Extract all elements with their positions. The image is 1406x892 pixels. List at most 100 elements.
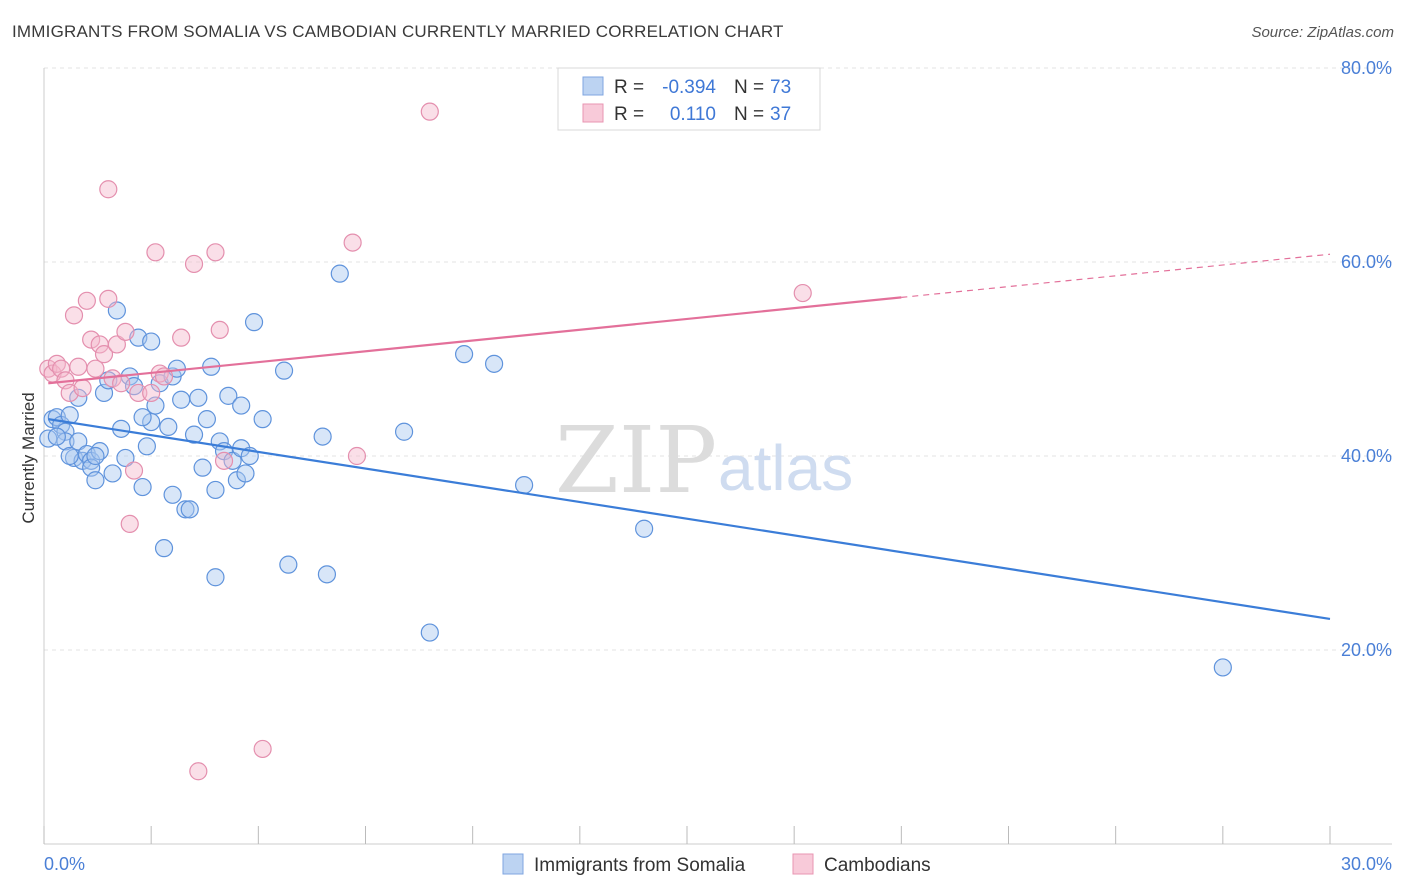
data-point-somalia [86, 446, 105, 466]
watermark-zip: ZIP [555, 407, 717, 514]
data-point-cambodian [107, 335, 126, 354]
bottom-legend-swatch-blue [502, 853, 524, 875]
chart-title: IMMIGRANTS FROM SOMALIA VS CAMBODIAN CUR… [12, 22, 784, 41]
data-point-somalia [60, 446, 79, 466]
data-point-cambodian [189, 762, 208, 781]
data-point-somalia [193, 458, 212, 477]
data-point-somalia [69, 388, 88, 407]
data-point-cambodian [793, 283, 812, 303]
bottom-legend-swatch-pink [792, 853, 814, 875]
data-point-somalia [454, 345, 474, 364]
trend-line-cambodian-extension [901, 253, 1331, 298]
data-point-cambodian [214, 451, 234, 470]
data-point-cambodian [172, 328, 191, 347]
bottom-legend-label-somalia: Immigrants from Somalia [534, 855, 746, 876]
data-point-cambodian [94, 345, 114, 364]
data-point-cambodian [420, 102, 439, 121]
y-tick-label: 20.0% [1341, 640, 1392, 660]
stats-legend-r-value: 0.110 [670, 104, 716, 125]
y-axis-label: Currently Married [19, 392, 38, 523]
data-point-cambodian [210, 320, 229, 339]
data-point-somalia [176, 500, 195, 519]
data-point-somalia [180, 500, 199, 519]
data-point-somalia [206, 568, 225, 587]
data-point-cambodian [77, 291, 96, 310]
stats-legend-n-value: 37 [770, 104, 791, 125]
y-tick-label: 80.0% [1341, 58, 1392, 78]
trend-line-cambodian [48, 296, 902, 385]
data-point-somalia [116, 448, 135, 468]
data-point-cambodian [184, 254, 204, 274]
data-point-cambodian [124, 461, 144, 480]
data-point-somalia [163, 485, 182, 504]
gridlines [44, 67, 1392, 651]
data-point-somalia [133, 477, 152, 497]
y-tick-label: 60.0% [1341, 252, 1392, 272]
data-point-cambodian [99, 180, 118, 199]
data-point-somalia [236, 464, 255, 483]
data-point-somalia [60, 406, 79, 425]
data-point-cambodian [120, 514, 139, 534]
data-point-somalia [154, 539, 174, 558]
trend-line-somalia [48, 418, 1331, 621]
data-point-somalia [635, 519, 654, 538]
data-point-cambodian [82, 330, 101, 349]
data-point-somalia [184, 425, 204, 444]
data-point-somalia [515, 476, 534, 495]
data-point-somalia [219, 386, 238, 405]
data-point-cambodian [112, 374, 131, 393]
stats-legend-n-label: N = [734, 104, 764, 125]
data-point-somalia [56, 432, 75, 451]
data-point-cambodian [129, 383, 148, 403]
data-point-cambodian [116, 322, 135, 341]
axes [43, 68, 1392, 845]
data-point-somalia [133, 408, 152, 427]
stats-legend-n-value: 73 [770, 77, 791, 98]
x-tick-label-max: 30.0% [1341, 854, 1392, 874]
data-point-somalia [244, 313, 264, 332]
bottom-legend-label-cambodians: Cambodians [824, 855, 931, 876]
data-point-somalia [206, 480, 225, 500]
data-point-somalia [159, 417, 178, 436]
data-point-somalia [142, 332, 161, 351]
data-point-somalia [420, 623, 439, 642]
data-point-somalia [394, 422, 414, 441]
watermark: ZIP atlas [555, 407, 853, 514]
data-point-somalia [137, 437, 156, 456]
data-point-somalia [1213, 658, 1232, 677]
stats-legend-swatch-blue [582, 76, 604, 96]
watermark-atlas: atlas [718, 432, 853, 504]
data-point-somalia [86, 471, 105, 490]
x-tick-label-min: 0.0% [44, 854, 85, 874]
data-point-somalia [189, 388, 208, 407]
data-point-somalia [313, 427, 332, 446]
data-point-somalia [279, 555, 298, 574]
data-point-cambodian [206, 243, 225, 262]
stats-legend-r-label: R = [614, 77, 644, 98]
data-point-somalia [330, 264, 349, 283]
data-point-cambodian [64, 306, 84, 325]
data-point-somalia [103, 464, 122, 483]
stats-legend-r-value: -0.394 [662, 77, 716, 98]
trend-lines [48, 253, 1331, 621]
data-point-cambodian [343, 233, 362, 252]
data-point-somalia [232, 396, 251, 415]
data-point-somalia [485, 354, 504, 373]
stats-legend-r-label: R = [614, 104, 644, 125]
stats-legend-swatch-pink [582, 103, 604, 123]
data-point-somalia [274, 361, 294, 380]
data-point-cambodian [73, 379, 92, 398]
data-point-somalia [197, 410, 216, 429]
data-point-somalia [172, 390, 191, 409]
x-ticks [43, 826, 1331, 844]
data-point-somalia [69, 432, 88, 451]
data-point-cambodian [146, 243, 165, 262]
data-point-somalia [253, 410, 272, 429]
y-tick-label: 40.0% [1341, 446, 1392, 466]
stats-legend-n-label: N = [734, 77, 764, 98]
y-tick-labels: 20.0% 40.0% 60.0% 80.0% [1341, 58, 1392, 660]
data-point-cambodian [142, 383, 161, 403]
data-point-cambodian [347, 446, 367, 466]
data-point-cambodian [86, 359, 105, 378]
